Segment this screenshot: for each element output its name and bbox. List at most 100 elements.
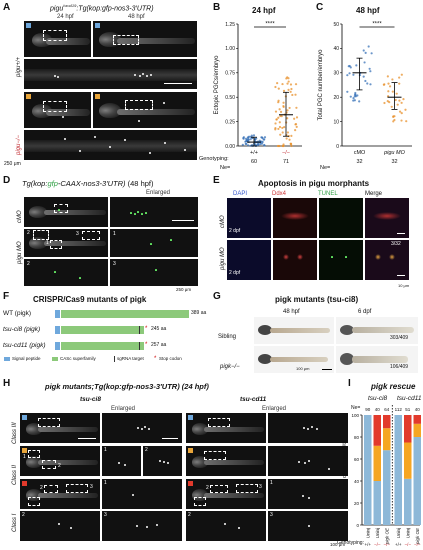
wt-aa-label: 389 aa [191,310,207,316]
bar-segment [404,442,412,479]
panel-a-image-mut-24 [24,92,91,128]
data-point [369,83,372,86]
panel-e-row-cmo: cMO [220,215,226,228]
data-point [383,101,386,105]
cd11-casc-domain [61,342,144,350]
data-point [260,136,263,139]
ci8-aa-label: 245 aa [151,326,167,332]
panel-d-enlarged: Enlarged [146,190,171,196]
x-tick-label: pigk OE [384,527,389,545]
y-tick-label: 0 [356,523,359,528]
x-tick-label: +/+ [250,150,258,156]
data-point [352,99,355,102]
data-point [247,144,250,147]
bar-segment [373,445,381,481]
y-axis-label: Ectopic PGCs/embryo [214,55,220,115]
data-point [402,98,405,101]
data-point [295,116,299,119]
data-point [262,138,265,141]
panel-e-col-dapi: DAPI [233,191,248,197]
panel-d-enlarged-cmo [110,197,198,227]
y-tick-label: 100 [351,413,359,418]
panel-h-ci8-class2-enlarged-2: 2 [143,446,182,476]
panel-h-class1: Class I [12,513,18,532]
genotype-label: −/− [383,542,390,547]
data-point [278,121,281,124]
cd11-stop-codon-icon: * [145,342,148,348]
panel-d-image-pigumo: 2 3 1 [24,229,108,257]
panel-h-ci8-class1-enlarged-2: 2 [20,511,100,541]
genotype-label: +/+ [395,542,402,547]
panel-c-ne-label: Ne= [320,165,331,171]
panel-h-left-enlarged: Enlarged [111,406,136,412]
y-tick-label: 20 [333,95,339,101]
data-point [287,80,290,83]
y-tick-label: 0.50 [225,95,235,101]
ci8-casc-domain [61,326,144,334]
legend-sgrna-swatch [114,356,115,362]
panel-h-ci8-class3-enlarged [102,413,182,443]
bar-segment [404,415,412,443]
data-point [244,142,247,146]
panel-e-dapi-pigumo: 2 dpf [227,240,271,280]
data-point [369,70,372,73]
cd11-signal-peptide [55,342,60,350]
panel-d-enlarged-3: 3 [110,259,198,286]
panel-e-col-ddx4: Ddx4 [272,191,287,197]
data-point [261,140,264,144]
bar-segment [394,415,402,525]
panel-h-cd11-class3-enlarged [268,413,348,443]
panel-h-class3: Class III [12,422,18,444]
panel-i-genotyping-label: Genotyping: [337,540,364,546]
data-point [386,75,389,78]
panel-h-ci8-class2-enlarged-1: 1 [102,446,141,476]
y-tick-label: 1.25 [225,22,235,28]
genotype-label: −/− [414,542,421,547]
data-point [280,115,283,118]
data-point [364,51,367,55]
panel-d-scale-label: 250 μm [176,287,192,292]
genotype-label: +/+ [364,542,371,547]
data-point [263,143,266,147]
panel-g-col-48hpf: 48 hpf [283,309,300,315]
panel-a-image-wt-24 [24,21,91,57]
data-point [405,120,408,123]
data-point [276,144,280,148]
y-tick-label: 50 [333,22,339,28]
ci8-stop-codon-icon: * [145,326,148,332]
data-point [391,90,394,93]
data-point [356,94,359,97]
data-point [287,88,290,92]
data-point [282,89,286,92]
panel-c-title: 48 hpf [356,6,380,15]
data-point [404,108,407,111]
data-point [366,82,369,85]
data-point [294,93,297,96]
n-label: 40 [375,407,381,412]
data-point [396,103,399,106]
data-point [276,82,279,85]
data-point [348,72,351,75]
data-point [259,142,262,146]
data-point [285,77,288,80]
data-point [294,83,298,86]
panel-e-label: E [213,175,220,186]
data-point [274,127,277,130]
panel-i-ne-label: Ne= [351,405,361,411]
bar-segment [413,423,421,437]
panel-h-ci8-class1-enlarged-1: 1 [102,479,182,509]
data-point [400,119,403,122]
panel-a-image-wt-48 [93,21,197,57]
y-tick-label: 0.00 [225,144,235,150]
y-tick-label: 40 [354,479,360,484]
panel-e-title: Apoptosis in pigu morphants [258,179,370,188]
panel-f-row-cd11: tsu-cd11 (pigk) [3,342,46,349]
data-point [398,82,401,85]
panel-e-col-tunel: TUNEL [318,191,338,197]
panel-a-row-wt: pigu+/+ [16,56,22,77]
panel-a-image-mut-48 [93,92,197,128]
panel-e-scale-label: 10 μm [398,283,410,288]
legend-casc-swatch [52,357,58,361]
panel-i-group-ci8: tsu-ci8 [368,395,388,402]
